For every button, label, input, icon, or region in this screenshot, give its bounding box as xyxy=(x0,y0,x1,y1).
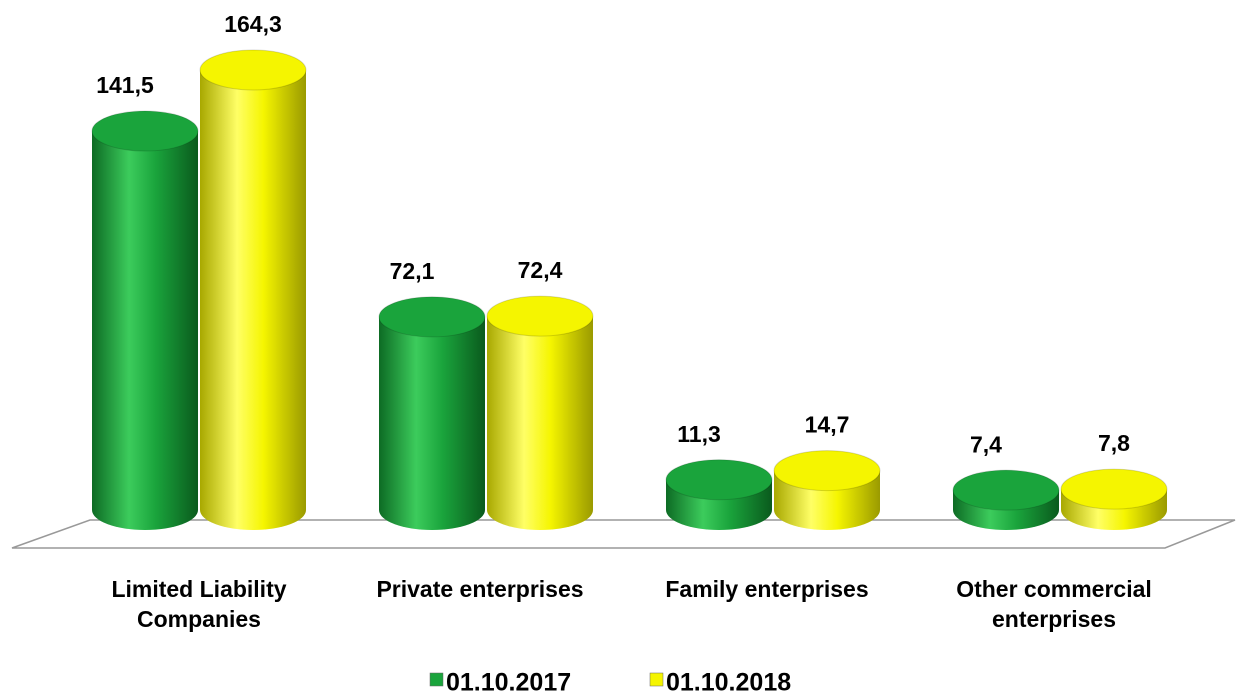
value-label: 11,3 xyxy=(677,421,721,447)
legend-swatch xyxy=(429,672,444,687)
cylinder-top xyxy=(1060,468,1168,510)
value-label: 14,7 xyxy=(805,412,850,438)
legend-label: 01.10.2018 xyxy=(666,669,791,695)
cylinder-top xyxy=(665,459,773,501)
cylinder-top xyxy=(486,295,594,337)
legend-label: 01.10.2017 xyxy=(446,669,571,695)
value-label: 72,1 xyxy=(390,258,435,284)
cylinder-body xyxy=(92,131,198,531)
value-label: 7,8 xyxy=(1098,430,1130,456)
x-tick-label: Other commercial enterprises xyxy=(956,576,1152,632)
cylinder-body xyxy=(379,316,485,530)
x-tick-label: Family enterprises xyxy=(665,576,869,602)
cylinder-top xyxy=(91,110,199,152)
cylinder-body xyxy=(487,316,593,530)
cylinder-top xyxy=(199,49,307,91)
cylinder-top xyxy=(378,296,486,338)
value-label: 164,3 xyxy=(224,11,282,37)
value-label: 141,5 xyxy=(96,72,154,98)
x-tick-label: Private enterprises xyxy=(376,576,584,602)
floor xyxy=(11,519,1236,549)
value-label: 72,4 xyxy=(518,257,563,283)
cylinder-top xyxy=(952,469,1060,511)
cylinder-body xyxy=(200,70,306,530)
cylinder-top xyxy=(773,450,881,492)
value-label: 7,4 xyxy=(970,431,1002,457)
legend-swatch xyxy=(649,672,664,687)
x-tick-label: Limited Liability Companies xyxy=(111,576,287,632)
